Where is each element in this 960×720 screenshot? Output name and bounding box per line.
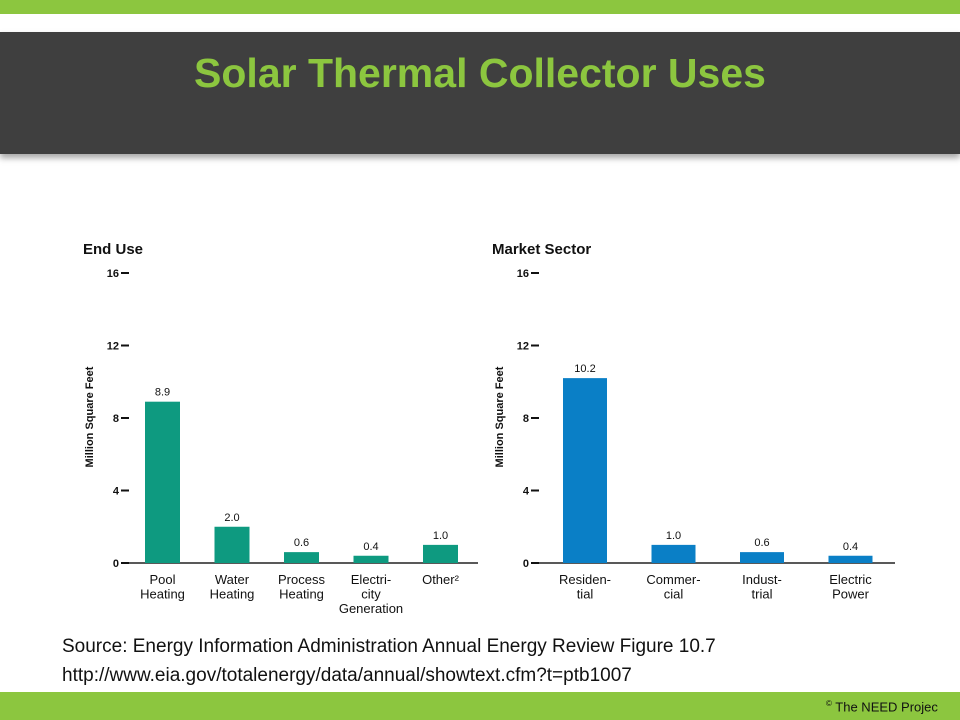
y-tick-label: 4	[523, 486, 530, 498]
y-tick-label: 4	[113, 486, 120, 498]
y-tick-label: 8	[523, 413, 529, 425]
bar	[740, 552, 784, 563]
source-url: http://www.eia.gov/totalenergy/data/annu…	[62, 665, 632, 686]
bar	[651, 544, 696, 563]
bar	[423, 544, 458, 563]
bar-value-label: 1.0	[433, 530, 448, 542]
title-bar	[0, 32, 960, 154]
bar	[563, 378, 607, 563]
y-tick-label: 12	[517, 341, 529, 353]
category-label: Commer-	[646, 572, 700, 587]
chart-title: Market Sector	[492, 241, 591, 258]
bar	[828, 555, 873, 563]
chart-title: End Use	[83, 241, 143, 258]
category-label: Heating	[140, 587, 185, 602]
category-label: Residen-	[559, 572, 611, 587]
category-label: Power	[832, 587, 870, 602]
y-tick-label: 16	[517, 268, 529, 280]
y-axis-label: Million Square Feet	[494, 366, 506, 467]
y-tick-label: 0	[523, 558, 529, 570]
bar	[284, 552, 319, 563]
category-label: cial	[664, 587, 684, 602]
source-line-1: Source: Energy Information Administratio…	[62, 636, 716, 657]
y-axis-label: Million Square Feet	[84, 366, 96, 467]
source-citation: Source: Energy Information Administratio…	[62, 632, 716, 690]
y-tick-label: 8	[113, 413, 119, 425]
bar-value-label: 0.6	[754, 537, 769, 549]
bar-value-label: 0.4	[843, 541, 858, 553]
category-label: Heating	[279, 587, 324, 602]
copyright: © The NEED Projec	[826, 699, 938, 714]
category-label: Indust-	[742, 572, 782, 587]
category-label: Electri-	[351, 572, 391, 587]
footer-bar	[0, 692, 960, 720]
y-tick-label: 16	[107, 268, 119, 280]
category-label: Pool	[149, 572, 175, 587]
bar-value-label: 2.0	[224, 512, 239, 524]
bar	[353, 555, 389, 563]
category-label: trial	[752, 587, 773, 602]
bar-value-label: 0.4	[363, 541, 378, 553]
bar-value-label: 8.9	[155, 387, 170, 399]
category-label: Generation	[339, 601, 403, 616]
bar	[214, 526, 250, 563]
category-label: Electric	[829, 572, 872, 587]
chart-end-use: End Use Million Square Feet 0 4 8 12 16 8.9 Pool…	[83, 241, 478, 616]
bar-value-label: 0.6	[294, 537, 309, 549]
bar	[145, 401, 180, 563]
category-label: city	[361, 587, 381, 602]
slide-title: Solar Thermal Collector Uses	[194, 50, 766, 96]
chart-market-sector: Market Sector Million Square Feet 0 4 8 12 16 1…	[492, 241, 895, 602]
bar-value-label: 1.0	[666, 530, 681, 542]
copyright-symbol: ©	[826, 699, 832, 708]
category-label: tial	[577, 587, 594, 602]
category-label: Other²	[422, 572, 460, 587]
bar-value-label: 10.2	[574, 363, 595, 375]
top-accent-stripe	[0, 0, 960, 14]
category-label: Heating	[210, 587, 255, 602]
y-tick-label: 0	[113, 558, 119, 570]
category-label: Process	[278, 572, 325, 587]
copyright-text: The NEED Projec	[835, 699, 938, 715]
y-tick-label: 12	[107, 341, 119, 353]
category-label: Water	[215, 572, 250, 587]
